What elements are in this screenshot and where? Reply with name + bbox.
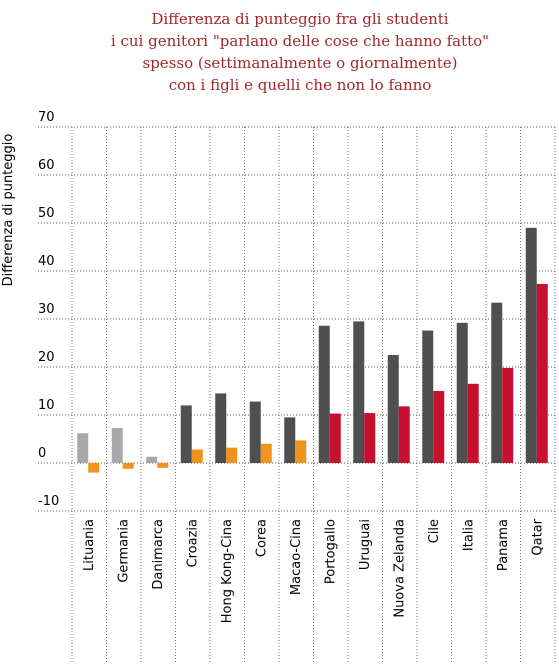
y-tick-label: 50 (38, 206, 55, 221)
bar (122, 463, 134, 469)
y-tick-label: 30 (38, 302, 55, 317)
chart-title: spesso (settimanalmente o giornalmente) (143, 54, 458, 72)
x-tick-label: Uruguai (358, 519, 373, 570)
bar (491, 302, 503, 463)
x-tick-label: Croazia (185, 519, 200, 567)
chart-title: i cui genitori "parlano delle cose che h… (111, 32, 489, 50)
bar (226, 447, 238, 463)
bar (398, 406, 410, 463)
bar (180, 405, 192, 463)
bar (536, 283, 548, 463)
bar (249, 401, 261, 463)
x-tick-label: Italia (461, 519, 476, 551)
y-tick-label: 40 (38, 254, 55, 269)
bar (456, 322, 468, 463)
bar (157, 463, 169, 468)
bar (422, 330, 434, 463)
bar (77, 433, 89, 463)
x-tick-label: Nuova Zelanda (392, 519, 407, 618)
y-tick-label: 10 (38, 398, 55, 413)
y-tick-label: 60 (38, 158, 55, 173)
chart-title: con i figli e quelli che non lo fanno (169, 76, 432, 94)
bar (88, 463, 100, 473)
bar (284, 417, 296, 463)
bar (387, 355, 399, 463)
x-tick-label: Corea (254, 519, 269, 557)
bar (467, 383, 479, 463)
y-axis-label: Differenza di punteggio (1, 134, 16, 287)
y-tick-label: 70 (38, 110, 55, 125)
y-tick-label: -10 (38, 494, 59, 509)
bar (215, 393, 227, 463)
x-tick-label: Lituania (82, 519, 97, 571)
bar (318, 325, 330, 463)
bar (502, 367, 514, 463)
x-tick-label: Danimarca (151, 519, 166, 590)
bar (111, 427, 123, 463)
bar (364, 413, 376, 463)
chart-title: Differenza di punteggio fra gli studenti (151, 10, 448, 28)
x-tick-label: Portogallo (323, 519, 338, 584)
bar (295, 440, 307, 463)
bar (146, 456, 158, 463)
y-tick-label: 0 (38, 446, 46, 461)
y-tick-label: 20 (38, 350, 55, 365)
x-tick-label: Cile (427, 519, 442, 543)
bar (433, 391, 445, 463)
x-tick-label: Germania (116, 519, 131, 583)
x-tick-label: Panama (496, 519, 511, 571)
bar (353, 321, 365, 463)
bar (191, 449, 203, 463)
bar (525, 227, 537, 463)
x-tick-label: Qatar (530, 518, 545, 555)
bar (329, 413, 341, 463)
x-tick-label: Hong Kong-Cina (220, 519, 235, 623)
x-tick-label: Macao-Cina (289, 519, 304, 595)
bar (260, 443, 272, 463)
